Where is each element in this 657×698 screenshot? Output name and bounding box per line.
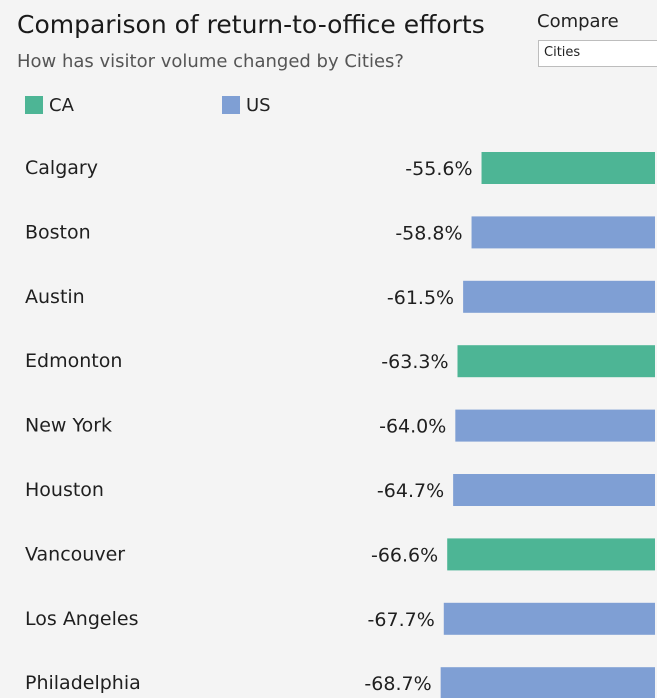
value-label: -55.6% xyxy=(405,158,472,180)
chart-title: Comparison of return-to-office efforts xyxy=(17,10,485,39)
bar[interactable] xyxy=(471,216,655,249)
legend-swatch-ca xyxy=(25,96,43,114)
value-label: -63.3% xyxy=(381,351,448,373)
category-label: Los Angeles xyxy=(25,608,138,630)
chart-subtitle: How has visitor volume changed by Cities… xyxy=(17,51,404,72)
value-label: -66.6% xyxy=(371,544,438,566)
bar[interactable] xyxy=(457,345,655,378)
value-label: -64.0% xyxy=(379,416,446,438)
category-label: Boston xyxy=(25,221,91,243)
bar[interactable] xyxy=(453,474,655,506)
category-label: Calgary xyxy=(25,157,98,179)
value-label: -64.7% xyxy=(377,480,444,502)
compare-dropdown[interactable]: Cities xyxy=(538,40,657,67)
value-label: -67.7% xyxy=(368,609,435,631)
value-label: -68.7% xyxy=(364,673,431,695)
bar[interactable] xyxy=(440,667,655,698)
category-label: Houston xyxy=(25,479,104,501)
value-label: -58.8% xyxy=(395,222,462,244)
legend-swatch-us xyxy=(222,96,240,114)
legend-item-us[interactable]: US xyxy=(222,94,271,116)
category-label: Vancouver xyxy=(25,543,125,565)
bar[interactable] xyxy=(447,538,655,571)
category-label: Austin xyxy=(25,286,85,308)
bar[interactable] xyxy=(443,602,655,635)
legend-label-us: US xyxy=(246,94,271,116)
bar[interactable] xyxy=(455,409,655,442)
legend-item-ca[interactable]: CA xyxy=(25,94,74,116)
category-label: Edmonton xyxy=(25,350,122,372)
category-label: Philadelphia xyxy=(25,672,141,694)
compare-label: Compare xyxy=(537,11,619,32)
category-label: New York xyxy=(25,415,112,437)
legend-label-ca: CA xyxy=(49,94,74,116)
value-label: -61.5% xyxy=(387,287,454,309)
bar[interactable] xyxy=(481,152,655,184)
bar[interactable] xyxy=(463,280,655,313)
